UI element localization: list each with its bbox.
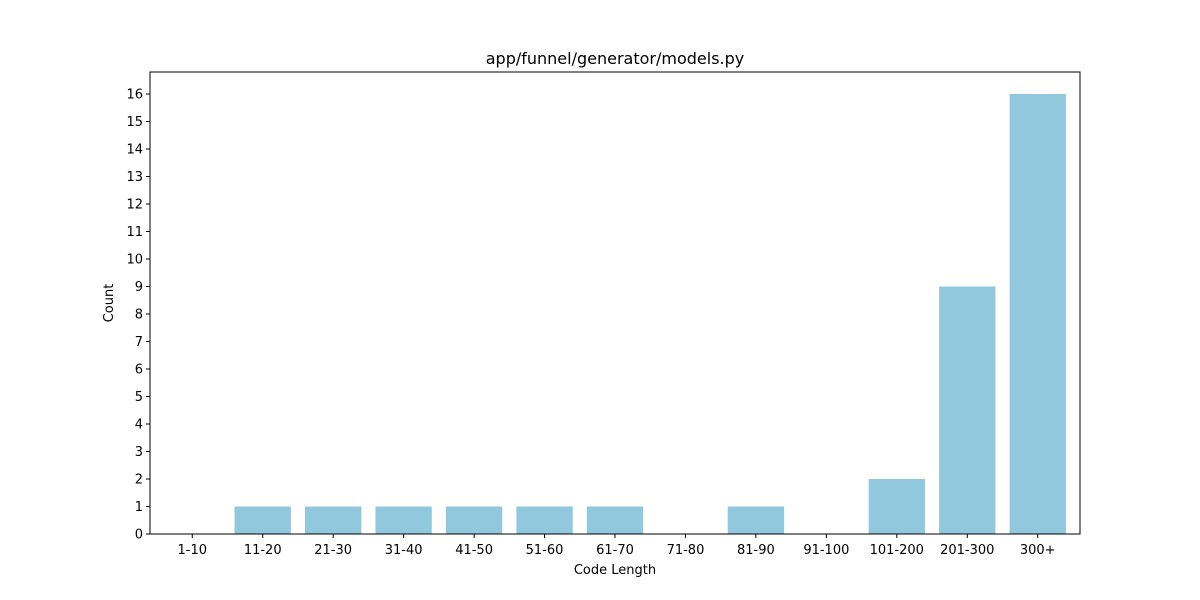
x-tick-label: 51-60 (526, 543, 564, 558)
y-tick-label: 16 (126, 88, 143, 103)
y-tick-label: 12 (126, 198, 143, 213)
x-tick-label: 31-40 (385, 543, 423, 558)
y-tick-label: 10 (126, 253, 143, 268)
y-tick-label: 6 (135, 363, 143, 378)
y-axis-label: Count (102, 284, 117, 323)
y-tick-label: 15 (126, 115, 143, 130)
bar-51-60 (516, 506, 573, 534)
y-tick-label: 11 (126, 225, 143, 240)
y-tick-label: 1 (135, 500, 143, 515)
x-tick-label: 11-20 (244, 543, 282, 558)
y-tick-label: 3 (135, 445, 143, 460)
y-tick-label: 13 (126, 170, 143, 185)
bar-101-200 (868, 479, 925, 534)
bar-11-20 (234, 506, 291, 534)
chart-title: app/funnel/generator/models.py (486, 49, 745, 68)
y-tick-label: 8 (135, 308, 143, 323)
bar-21-30 (305, 506, 362, 534)
x-tick-label: 101-200 (870, 543, 924, 558)
x-tick-label: 81-90 (737, 543, 775, 558)
y-tick-label: 14 (126, 143, 143, 158)
y-tick-label: 7 (135, 335, 143, 350)
x-axis: 1-10 11-20 21-30 31-40 41-50 51-60 61-70 71-80 8… (178, 534, 1056, 558)
x-tick-label: 21-30 (314, 543, 352, 558)
y-tick-label: 9 (135, 280, 143, 295)
y-tick-label: 0 (135, 528, 143, 543)
bar-41-50 (445, 506, 503, 534)
x-tick-label: 1-10 (178, 543, 208, 558)
x-tick-label: 41-50 (455, 543, 493, 558)
bar-300+ (1009, 94, 1066, 534)
x-tick-label: 61-70 (596, 543, 634, 558)
x-axis-label: Code Length (574, 563, 656, 578)
bar-31-40 (375, 506, 432, 534)
x-tick-label: 201-300 (940, 543, 994, 558)
x-tick-label: 91-100 (803, 543, 849, 558)
x-tick-label: 300+ (1020, 543, 1056, 558)
bar-81-90 (727, 506, 785, 534)
bar-61-70 (586, 506, 644, 534)
plot-frame (149, 71, 1081, 535)
x-tick-label: 71-80 (667, 543, 705, 558)
bar-201-300 (939, 286, 996, 534)
y-tick-label: 4 (135, 418, 143, 433)
y-tick-label: 2 (135, 473, 143, 488)
bars-group (234, 94, 1066, 534)
y-tick-label: 5 (135, 390, 143, 405)
